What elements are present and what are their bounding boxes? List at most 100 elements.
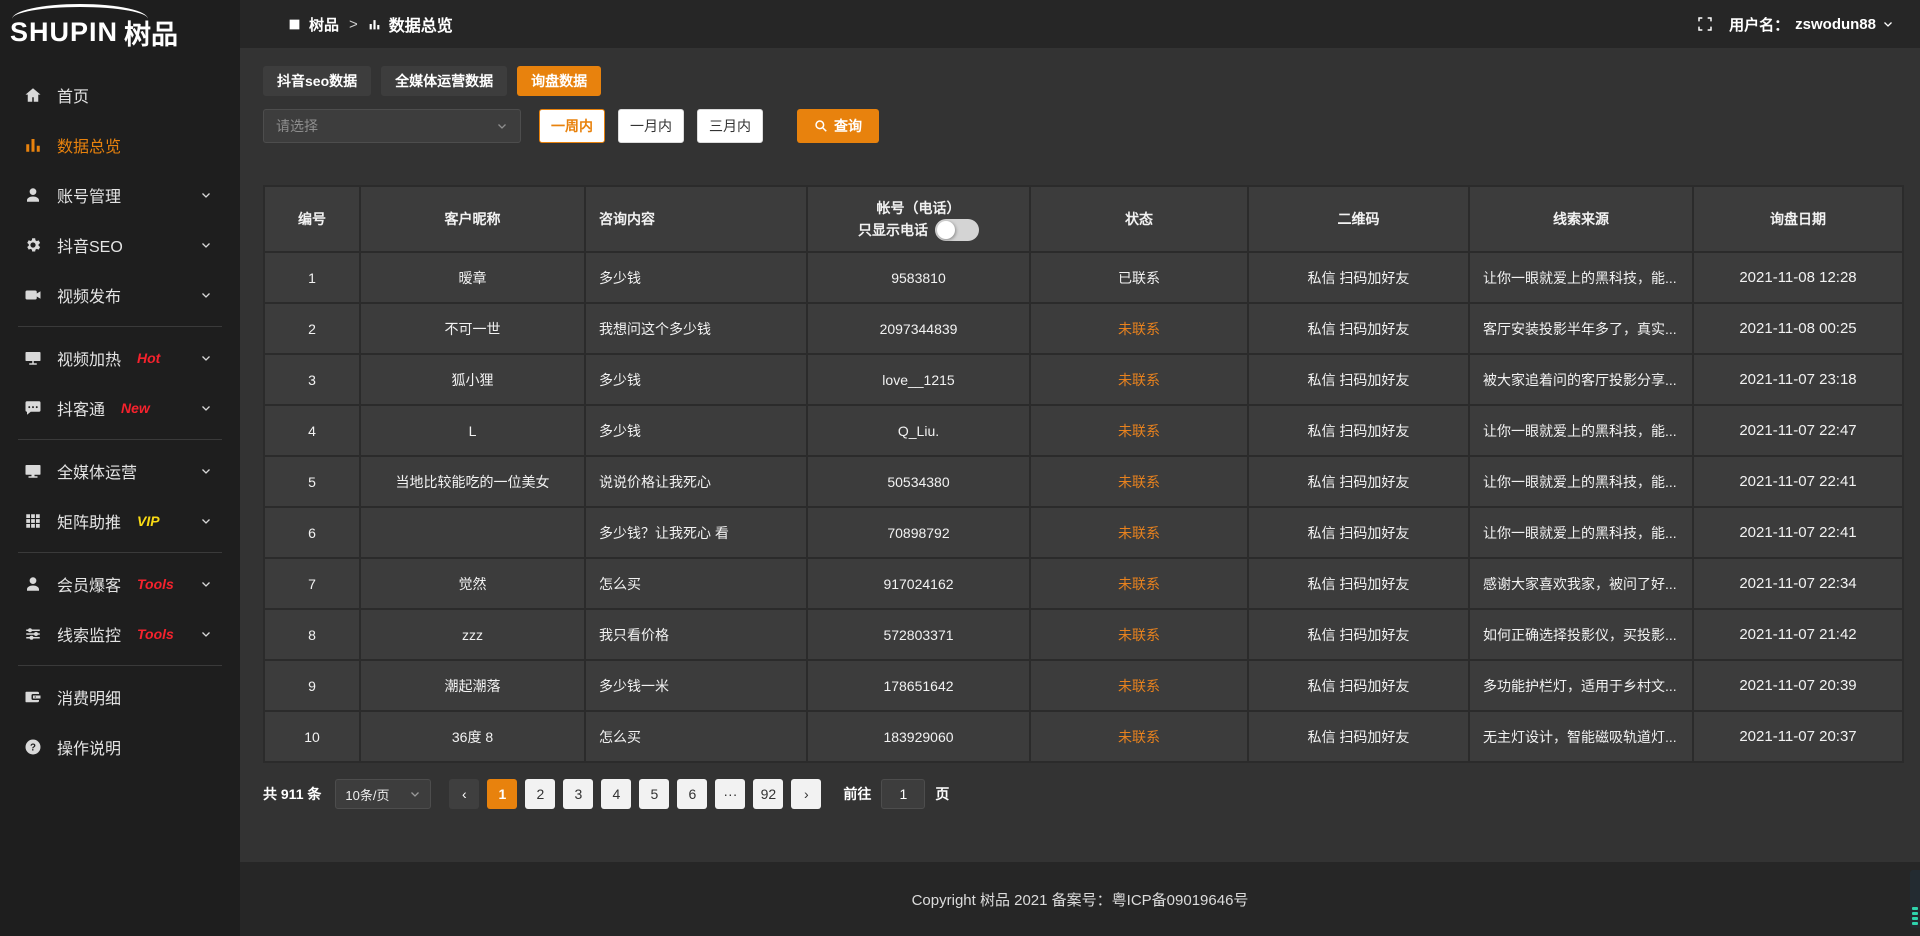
goto-label: 前往 bbox=[843, 786, 872, 802]
tab-douyin-seo-data[interactable]: 抖音seo数据 bbox=[263, 66, 372, 96]
page-6-button[interactable]: 6 bbox=[677, 779, 708, 809]
cell-qrcode-actions[interactable]: 私信 扫码加好友 bbox=[1247, 557, 1470, 610]
question-icon: ? bbox=[24, 738, 44, 756]
cell-source-link[interactable]: 让你一眼就爱上的黑科技，能... bbox=[1468, 506, 1694, 559]
cell-qrcode-actions[interactable]: 私信 扫码加好友 bbox=[1247, 302, 1470, 355]
sidebar-item-home[interactable]: 首页 bbox=[0, 70, 240, 120]
sidebar-item-video-publish[interactable]: 视频发布 bbox=[0, 270, 240, 320]
inquiry-table: 编号 客户昵称 咨询内容 帐号（电话） 只显示电话 状态 二维码 线索来源 bbox=[263, 185, 1904, 763]
page-ellipsis-button[interactable]: ··· bbox=[715, 779, 746, 809]
page-3-button[interactable]: 3 bbox=[563, 779, 594, 809]
cell-date: 2021-11-07 22:47 bbox=[1692, 404, 1904, 457]
breadcrumb-root[interactable]: 树品 bbox=[309, 16, 340, 34]
sidebar-item-douketong[interactable]: 抖客通 New bbox=[0, 383, 240, 433]
table-row: 9 潮起潮落 多少钱一米 178651642 未联系 私信 扫码加好友 多功能护栏灯，适用于… bbox=[263, 659, 1904, 712]
tab-omnimedia-data[interactable]: 全媒体运营数据 bbox=[381, 66, 508, 96]
cell-nickname: 36度 8 bbox=[359, 710, 586, 763]
user-menu[interactable]: 用户名： zswodun88 bbox=[1729, 14, 1894, 35]
sidebar-item-data-overview[interactable]: 数据总览 bbox=[0, 120, 240, 170]
sidebar-divider bbox=[18, 326, 222, 327]
cell-status: 未联系 bbox=[1029, 353, 1249, 406]
floating-widget[interactable] bbox=[1910, 870, 1920, 928]
fullscreen-icon[interactable] bbox=[1697, 16, 1713, 32]
sidebar-divider bbox=[18, 665, 222, 666]
goto-unit: 页 bbox=[935, 786, 950, 802]
cell-content: 多少钱 bbox=[584, 404, 808, 457]
page-5-button[interactable]: 5 bbox=[639, 779, 670, 809]
screen-icon bbox=[24, 349, 44, 367]
page-next-button[interactable]: › bbox=[791, 779, 822, 809]
cell-source-link[interactable]: 让你一眼就爱上的黑科技，能... bbox=[1468, 251, 1694, 304]
cell-date: 2021-11-08 00:25 bbox=[1692, 302, 1904, 355]
page-size-value: 10条/页 bbox=[345, 787, 390, 803]
column-content: 咨询内容 bbox=[584, 185, 808, 253]
sidebar-item-operation-guide[interactable]: ? 操作说明 bbox=[0, 722, 240, 772]
phone-only-toggle[interactable] bbox=[935, 219, 979, 241]
cell-source-link[interactable]: 如何正确选择投影仪，买投影... bbox=[1468, 608, 1694, 661]
tab-inquiry-data[interactable]: 询盘数据 bbox=[517, 66, 602, 96]
sidebar-item-omnimedia-operation[interactable]: 全媒体运营 bbox=[0, 446, 240, 496]
account-select[interactable]: 请选择 bbox=[263, 109, 521, 143]
cell-source-link[interactable]: 多功能护栏灯，适用于乡村文... bbox=[1468, 659, 1694, 712]
gear-icon bbox=[24, 236, 44, 254]
sidebar-item-label: 线索监控 bbox=[57, 628, 122, 645]
sidebar-item-label: 抖客通 bbox=[57, 402, 106, 419]
cell-account: 572803371 bbox=[806, 608, 1031, 661]
sidebar-item-douyin-seo[interactable]: 抖音SEO bbox=[0, 220, 240, 270]
cell-index: 2 bbox=[263, 302, 361, 355]
page-92-button[interactable]: 92 bbox=[753, 779, 784, 809]
widget-bar bbox=[1912, 917, 1918, 920]
cell-qrcode-actions[interactable]: 私信 扫码加好友 bbox=[1247, 251, 1470, 304]
range-button-quarter[interactable]: 三月内 bbox=[697, 109, 763, 143]
cell-content: 多少钱一米 bbox=[584, 659, 808, 712]
main-column: 树品 > 数据总览 用户名： zswodun88 抖音seo数据 全媒体运营数据 询盘… bbox=[240, 0, 1920, 936]
cell-content: 说说价格让我死心 bbox=[584, 455, 808, 508]
page-size-select[interactable]: 10条/页 bbox=[335, 779, 432, 809]
cell-qrcode-actions[interactable]: 私信 扫码加好友 bbox=[1247, 659, 1470, 712]
page-1-button[interactable]: 1 bbox=[487, 779, 518, 809]
goto-page: 前往 页 bbox=[843, 779, 949, 809]
cell-qrcode-actions[interactable]: 私信 扫码加好友 bbox=[1247, 455, 1470, 508]
sidebar-item-account-management[interactable]: 账号管理 bbox=[0, 170, 240, 220]
cell-qrcode-actions[interactable]: 私信 扫码加好友 bbox=[1247, 404, 1470, 457]
search-button[interactable]: 查询 bbox=[797, 109, 879, 143]
cell-status: 未联系 bbox=[1029, 506, 1249, 559]
table-row: 8 zzz 我只看价格 572803371 未联系 私信 扫码加好友 如何正确选择投影仪，买… bbox=[263, 608, 1904, 661]
cell-qrcode-actions[interactable]: 私信 扫码加好友 bbox=[1247, 353, 1470, 406]
cell-source-link[interactable]: 让你一眼就爱上的黑科技，能... bbox=[1468, 404, 1694, 457]
table-row: 2 不可一世 我想问这个多少钱 2097344839 未联系 私信 扫码加好友 客厅安装投影… bbox=[263, 302, 1904, 355]
sidebar-item-member-burst[interactable]: 会员爆客 Tools bbox=[0, 559, 240, 609]
cell-status: 未联系 bbox=[1029, 659, 1249, 712]
range-button-month[interactable]: 一月内 bbox=[618, 109, 684, 143]
cell-content: 我想问这个多少钱 bbox=[584, 302, 808, 355]
sidebar-item-lead-monitoring[interactable]: 线索监控 Tools bbox=[0, 609, 240, 659]
sidebar-item-consumption-details[interactable]: 消费明细 bbox=[0, 672, 240, 722]
column-status: 状态 bbox=[1029, 185, 1249, 253]
sidebar-item-video-heating[interactable]: 视频加热 Hot bbox=[0, 333, 240, 383]
chevron-down-icon bbox=[200, 465, 220, 477]
cell-source-link[interactable]: 让你一眼就爱上的黑科技，能... bbox=[1468, 455, 1694, 508]
page-prev-button[interactable]: ‹ bbox=[449, 779, 480, 809]
sidebar-item-badge: New bbox=[121, 400, 150, 416]
page-4-button[interactable]: 4 bbox=[601, 779, 632, 809]
cell-source-link[interactable]: 被大家追着问的客厅投影分享... bbox=[1468, 353, 1694, 406]
sidebar-item-label: 全媒体运营 bbox=[57, 465, 138, 482]
cell-status: 未联系 bbox=[1029, 302, 1249, 355]
column-source: 线索来源 bbox=[1468, 185, 1694, 253]
cell-qrcode-actions[interactable]: 私信 扫码加好友 bbox=[1247, 608, 1470, 661]
range-button-week[interactable]: 一周内 bbox=[539, 109, 605, 143]
cell-source-link[interactable]: 无主灯设计，智能磁吸轨道灯... bbox=[1468, 710, 1694, 763]
cell-account: 183929060 bbox=[806, 710, 1031, 763]
app-logo[interactable]: SHUPIN 树品 bbox=[0, 0, 240, 58]
wallet-icon bbox=[24, 688, 44, 706]
sidebar-item-badge: VIP bbox=[137, 513, 160, 529]
cell-source-link[interactable]: 客厅安装投影半年多了，真实... bbox=[1468, 302, 1694, 355]
cell-source-link[interactable]: 感谢大家喜欢我家，被问了好... bbox=[1468, 557, 1694, 610]
goto-page-input[interactable] bbox=[881, 779, 926, 809]
sidebar-item-matrix-boost[interactable]: 矩阵助推 VIP bbox=[0, 496, 240, 546]
page-2-button[interactable]: 2 bbox=[525, 779, 556, 809]
cell-qrcode-actions[interactable]: 私信 扫码加好友 bbox=[1247, 506, 1470, 559]
cell-qrcode-actions[interactable]: 私信 扫码加好友 bbox=[1247, 710, 1470, 763]
cell-index: 1 bbox=[263, 251, 361, 304]
column-index: 编号 bbox=[263, 185, 361, 253]
